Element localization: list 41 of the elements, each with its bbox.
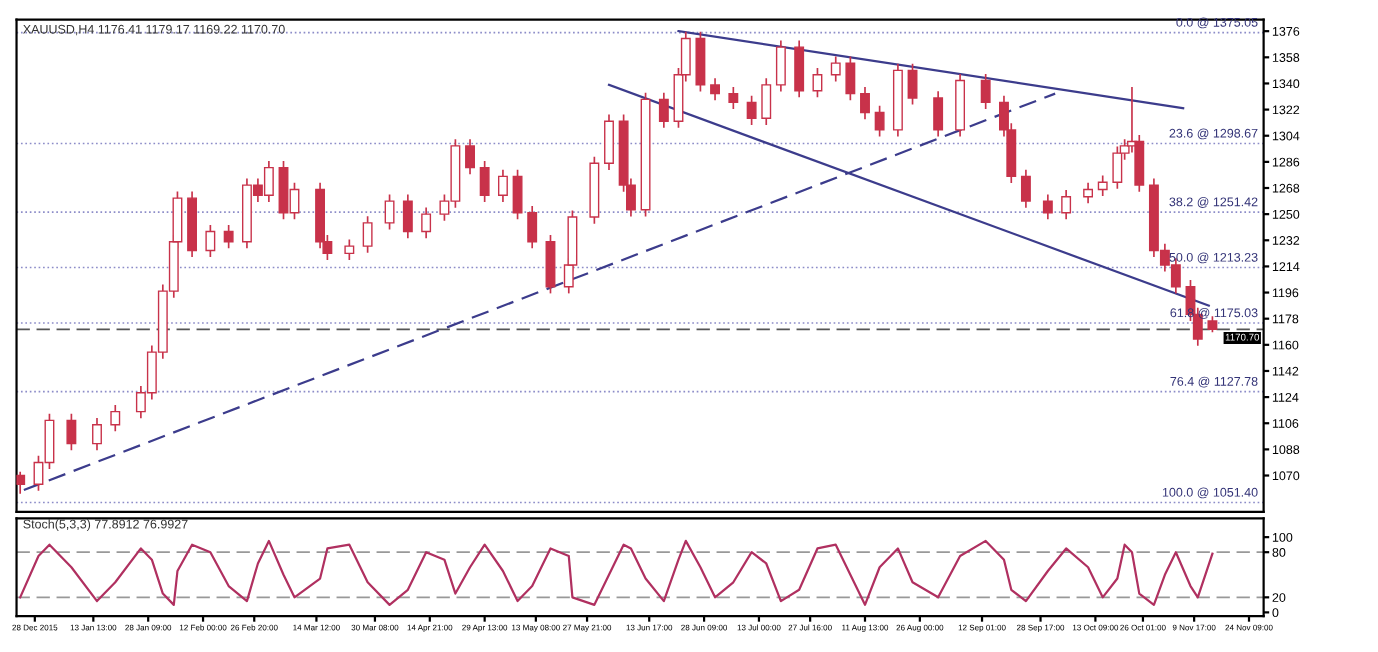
candlestick — [728, 86, 739, 109]
candlestick — [874, 105, 885, 137]
candlestick — [545, 235, 556, 294]
candlestick — [402, 194, 413, 239]
candlestick — [1042, 194, 1053, 220]
candlestick — [1097, 175, 1108, 197]
candlestick — [710, 78, 721, 101]
candlestick — [527, 206, 538, 249]
candlestick — [1083, 182, 1094, 204]
line-series — [19, 539, 1214, 606]
candlestick — [465, 139, 475, 175]
candlestick — [384, 194, 395, 230]
candlestick — [479, 161, 490, 202]
candlestick — [746, 95, 757, 125]
candlestick — [1020, 169, 1031, 208]
candlestick — [604, 114, 614, 170]
candlestick — [860, 86, 870, 120]
candlestick — [907, 63, 918, 105]
candlestick — [658, 92, 669, 128]
candlestick — [775, 40, 786, 92]
candlestick — [1061, 190, 1072, 220]
candlestick — [110, 404, 121, 432]
candlestick — [362, 216, 373, 253]
candlestick — [794, 40, 805, 98]
candlestick — [695, 31, 706, 92]
candlestick — [761, 78, 772, 125]
candlestick — [933, 91, 944, 137]
candlestick — [497, 169, 508, 202]
candlestick — [421, 207, 432, 239]
candlestick — [205, 224, 216, 258]
candlestick — [223, 224, 234, 249]
candlestick — [344, 239, 355, 260]
candlestick — [512, 169, 523, 220]
candlestick — [845, 56, 856, 101]
candlestick — [980, 73, 991, 109]
candlestick — [66, 413, 77, 451]
candlestick — [1112, 146, 1123, 189]
candlestick — [16, 471, 26, 494]
candlestick — [92, 418, 102, 451]
candlestick — [812, 68, 823, 98]
candlestick — [830, 56, 841, 82]
